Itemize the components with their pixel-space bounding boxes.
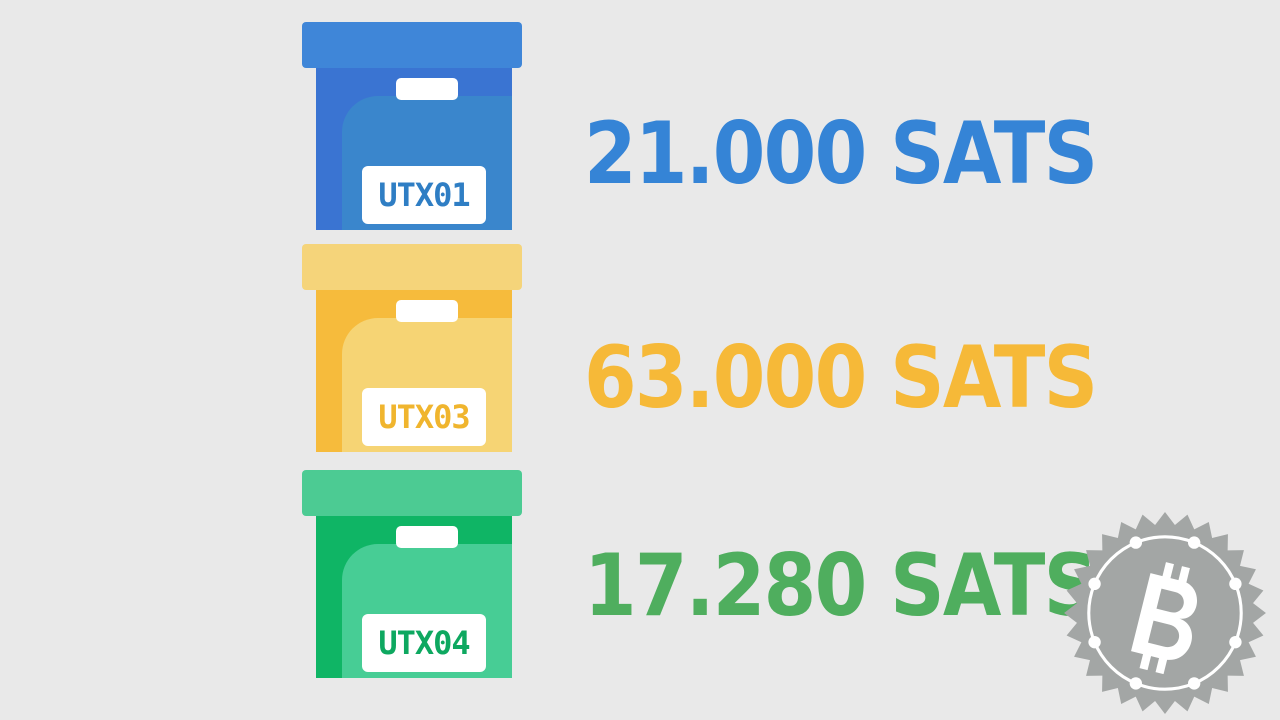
seal-dot [1229, 635, 1242, 649]
utxo-label: UTX04 [362, 614, 486, 672]
bitcoin-seal-icon [1064, 512, 1266, 714]
seal-dot [1088, 577, 1101, 591]
box-lid [302, 22, 522, 68]
utxo-label: UTX03 [362, 388, 486, 446]
bitcoin-symbol-icon [1131, 562, 1198, 675]
box-body: UTX01 [316, 68, 512, 230]
seal-dots [1088, 536, 1242, 690]
seal-dot [1187, 536, 1201, 549]
box-handle [396, 300, 458, 322]
utxo-amount: 21.000 SATS [584, 104, 1098, 204]
utxo-label: UTX01 [362, 166, 486, 224]
box-handle [396, 78, 458, 100]
box-body: UTX04 [316, 516, 512, 678]
box-handle [396, 526, 458, 548]
utxo-amount: 63.000 SATS [584, 328, 1098, 428]
box-lid [302, 470, 522, 516]
seal-dot [1187, 677, 1201, 690]
seal-dot [1229, 577, 1242, 591]
utxo-amount: 17.280 SATS [584, 536, 1098, 636]
seal-dot [1088, 635, 1101, 649]
seal-dot [1129, 677, 1143, 690]
box-lid [302, 244, 522, 290]
box-body: UTX03 [316, 290, 512, 452]
seal-ring [1087, 535, 1243, 691]
seal-dot [1129, 536, 1143, 549]
